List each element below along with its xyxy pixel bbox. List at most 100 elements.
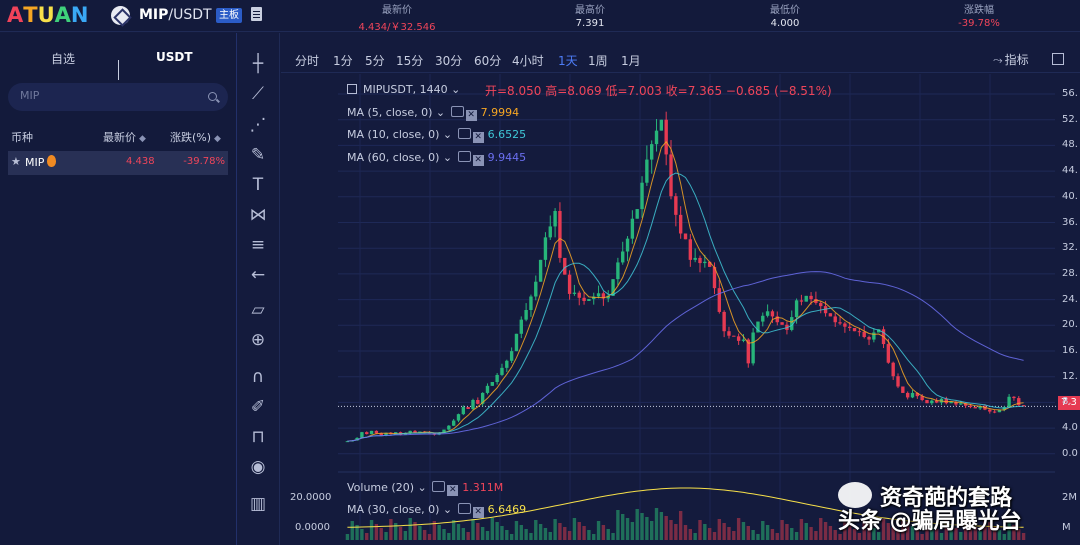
ma60-legend[interactable]: MA (60, close, 0) ⌄ ✕ 9.9445 — [347, 151, 527, 166]
top-bar: ATUAN MIP/USDT 主板 最新价 4.434/￥32.546 最高价 … — [0, 0, 1080, 33]
close-icon[interactable]: ✕ — [472, 507, 484, 518]
period-tab[interactable]: 1周 — [588, 54, 608, 68]
volume-bar — [954, 528, 958, 540]
eye-icon[interactable] — [450, 106, 464, 117]
row-symbol: MIP — [25, 156, 45, 169]
volume-bar — [389, 519, 393, 540]
volume-bar — [471, 519, 475, 540]
trash-icon[interactable]: ▥ — [249, 494, 267, 514]
candle-body — [901, 386, 905, 393]
period-tab[interactable]: 1月 — [621, 54, 641, 68]
y-tick-label: 24. — [1062, 293, 1078, 305]
candle-body — [872, 332, 876, 340]
eye-icon[interactable] — [457, 128, 471, 139]
tab-usdt[interactable]: USDT — [156, 50, 193, 64]
lock-icon[interactable]: ⊓ — [251, 427, 265, 447]
period-tab[interactable]: 分时 — [295, 54, 320, 68]
volume-bar — [621, 514, 625, 540]
candle-body — [616, 262, 620, 280]
period-tab[interactable]: 30分 — [435, 54, 463, 68]
sort-icon[interactable]: ◆ — [139, 134, 146, 144]
back-arrow-icon[interactable]: ← — [250, 265, 266, 285]
trend-line-icon[interactable]: ⟋ — [252, 84, 264, 104]
tab-favorites[interactable]: 自选 — [51, 52, 76, 66]
ma10-legend[interactable]: MA (10, close, 0) ⌄ ✕ 6.6525 — [347, 128, 527, 143]
candle-body — [674, 196, 678, 215]
volume-bar — [1007, 521, 1011, 540]
candle-body — [447, 425, 451, 430]
close-icon[interactable]: ✕ — [472, 155, 484, 166]
ma5-legend[interactable]: MA (5, close, 0) ⌄ ✕ 7.9994 — [347, 106, 520, 121]
zoom-in-icon[interactable]: ⊕ — [250, 330, 266, 350]
volume-bar — [447, 533, 451, 540]
volume-bar — [732, 531, 736, 540]
document-icon[interactable] — [251, 7, 262, 21]
fib-levels-icon[interactable]: ≡ — [250, 235, 266, 255]
period-tab[interactable]: 5分 — [365, 54, 385, 68]
candle-body — [567, 274, 572, 294]
candle-body — [384, 432, 388, 436]
volume-bar — [891, 527, 895, 540]
close-icon[interactable]: ✕ — [465, 110, 477, 121]
crosshair-icon[interactable]: ┼ — [252, 54, 264, 74]
candle-body — [886, 344, 891, 363]
pitchfork-icon[interactable]: ⋰ — [249, 115, 267, 135]
candle-body — [983, 406, 987, 410]
star-icon[interactable]: ★ — [11, 155, 21, 168]
column-header-price[interactable]: 最新价 ◆ — [103, 131, 146, 144]
volume-bar — [500, 526, 504, 540]
market-sidebar: 自选 USDT 币种 最新价◆ 涨跌(%)◆ ★ MIP 4.438 -39.7… — [0, 33, 237, 545]
ruler-icon[interactable]: ▱ — [251, 300, 265, 320]
period-tab[interactable]: 15分 — [396, 54, 424, 68]
eye-icon[interactable] — [457, 151, 471, 162]
logo-letter: A — [54, 3, 71, 27]
column-header-change[interactable]: 涨跌(%) ◆ — [170, 131, 221, 144]
volume-bar — [872, 528, 876, 540]
logo-letter: T — [23, 3, 38, 27]
fullscreen-icon[interactable] — [1052, 53, 1064, 65]
volume-bar — [896, 531, 900, 540]
indicator-button[interactable]: ⤳ 指标 — [993, 53, 1029, 67]
candle-body — [707, 261, 712, 267]
lock-drawing-icon[interactable]: ✐ — [250, 397, 266, 417]
symbol-legend[interactable]: MIPUSDT, 1440 ⌄ — [347, 83, 460, 96]
period-tab[interactable]: 1分 — [333, 54, 353, 68]
volume-bar — [384, 532, 388, 540]
close-icon[interactable]: ✕ — [447, 485, 459, 496]
collapse-icon[interactable] — [347, 84, 357, 94]
volume-bar — [616, 510, 620, 540]
sort-icon[interactable]: ◆ — [214, 134, 221, 144]
magnet-icon[interactable]: ∩ — [251, 367, 265, 387]
volume-bar — [355, 525, 359, 540]
app-logo[interactable]: ATUAN — [7, 3, 89, 27]
volume-bar — [857, 533, 862, 540]
volume-legend[interactable]: Volume (20) ⌄ ✕ 1.311M — [347, 481, 504, 496]
volume-ma-legend[interactable]: MA (30, close, 0) ⌄ ✕ 6.6469 — [347, 503, 527, 518]
period-tab[interactable]: 4小时 — [512, 54, 544, 68]
candle-body — [732, 335, 736, 337]
candle-body — [703, 261, 707, 264]
eye-icon[interactable] — [432, 481, 446, 492]
period-tab[interactable]: 1天 — [558, 54, 578, 68]
search-input[interactable] — [20, 89, 200, 102]
volume-bar — [1017, 529, 1021, 540]
eye-icon[interactable]: ◉ — [250, 457, 266, 477]
volume-bar — [635, 509, 639, 540]
pair-title[interactable]: MIP/USDT — [139, 7, 212, 23]
chart-panel[interactable]: ⤳ 指标 分时 1分 5分 15分 30分 60分 4小时 1天 1周 1月 — [281, 33, 1080, 545]
search-box[interactable] — [8, 83, 228, 111]
search-icon[interactable] — [208, 92, 217, 101]
stat-change-pct: 涨跌幅 -39.78% — [958, 5, 1000, 29]
period-tab[interactable]: 60分 — [474, 54, 502, 68]
close-icon[interactable]: ✕ — [472, 132, 484, 143]
volume-ma-line — [347, 487, 1024, 528]
brush-icon[interactable]: ✎ — [250, 145, 266, 165]
candle-body — [693, 257, 697, 260]
market-row[interactable]: ★ MIP 4.438 -39.78% — [8, 151, 228, 175]
pattern-icon[interactable]: ⋈ — [249, 205, 267, 225]
text-tool-icon[interactable]: T — [252, 175, 264, 195]
y-tick-label: 40. — [1062, 190, 1078, 202]
candle-body — [408, 430, 412, 434]
eye-icon[interactable] — [457, 503, 471, 514]
